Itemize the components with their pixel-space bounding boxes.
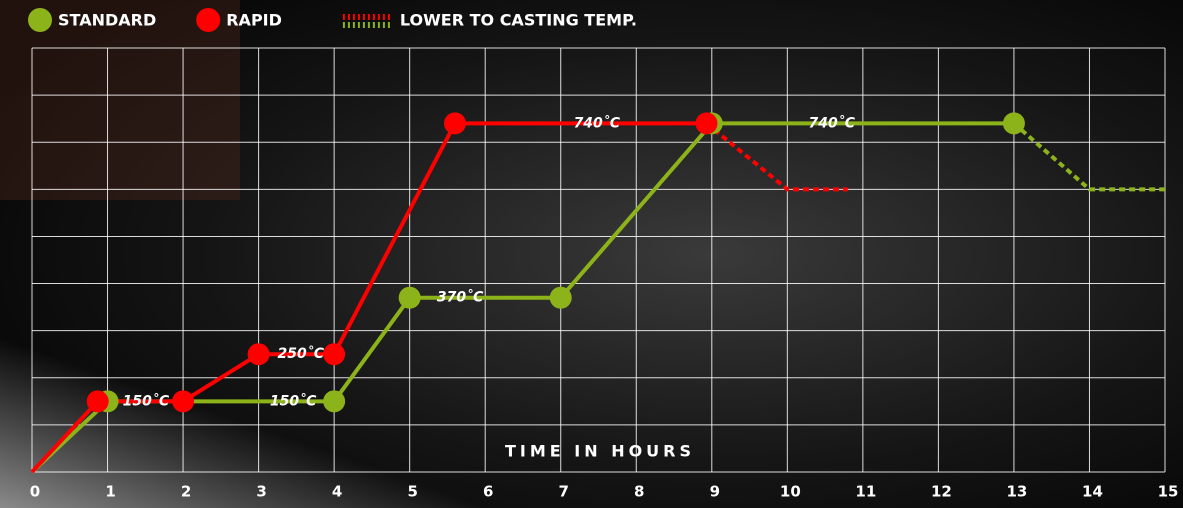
legend-label: STANDARD bbox=[58, 11, 156, 30]
x-tick-label: 14 bbox=[1082, 483, 1103, 501]
x-tick-label: 9 bbox=[710, 483, 720, 501]
data-point bbox=[86, 390, 109, 413]
legend-label: LOWER TO CASTING TEMP. bbox=[400, 11, 637, 30]
x-tick-label: 6 bbox=[483, 483, 493, 501]
annotation: 150˚C bbox=[270, 392, 317, 409]
legend-marker bbox=[196, 8, 221, 32]
data-point bbox=[443, 112, 466, 135]
data-point bbox=[172, 390, 195, 413]
x-axis-label: TIME IN HOURS bbox=[505, 442, 695, 461]
x-tick-label: 11 bbox=[855, 483, 876, 501]
data-point bbox=[549, 286, 572, 309]
background-texture bbox=[0, 300, 480, 508]
x-tick-label: 1 bbox=[105, 483, 115, 501]
data-point bbox=[323, 343, 346, 366]
x-tick-label: 7 bbox=[559, 483, 569, 501]
legend-label: RAPID bbox=[226, 11, 282, 30]
data-point bbox=[398, 286, 421, 309]
x-tick-label: 15 bbox=[1158, 483, 1179, 501]
x-tick-label: 2 bbox=[181, 483, 191, 501]
legend-marker bbox=[28, 8, 52, 32]
data-point bbox=[247, 343, 270, 366]
x-tick-label: 8 bbox=[634, 483, 644, 501]
x-tick-label: 10 bbox=[780, 483, 801, 501]
data-point bbox=[323, 390, 346, 413]
background-texture bbox=[0, 0, 240, 200]
casting-line bbox=[705, 121, 848, 192]
data-point bbox=[1002, 112, 1025, 135]
annotation: 740˚C bbox=[574, 114, 621, 131]
annotation: 740˚C bbox=[808, 114, 855, 131]
x-tick-label: 3 bbox=[256, 483, 266, 501]
x-tick-label: 4 bbox=[332, 483, 342, 501]
annotation: 370˚C bbox=[437, 289, 484, 306]
data-point bbox=[695, 112, 718, 135]
x-tick-label: 12 bbox=[931, 483, 952, 501]
x-tick-label: 13 bbox=[1006, 483, 1027, 501]
x-tick-label: 5 bbox=[407, 483, 417, 501]
x-tick-label: 0 bbox=[30, 483, 40, 501]
casting-line bbox=[1012, 121, 1165, 192]
annotation: 150˚C bbox=[123, 392, 170, 409]
annotation: 250˚C bbox=[277, 345, 324, 362]
